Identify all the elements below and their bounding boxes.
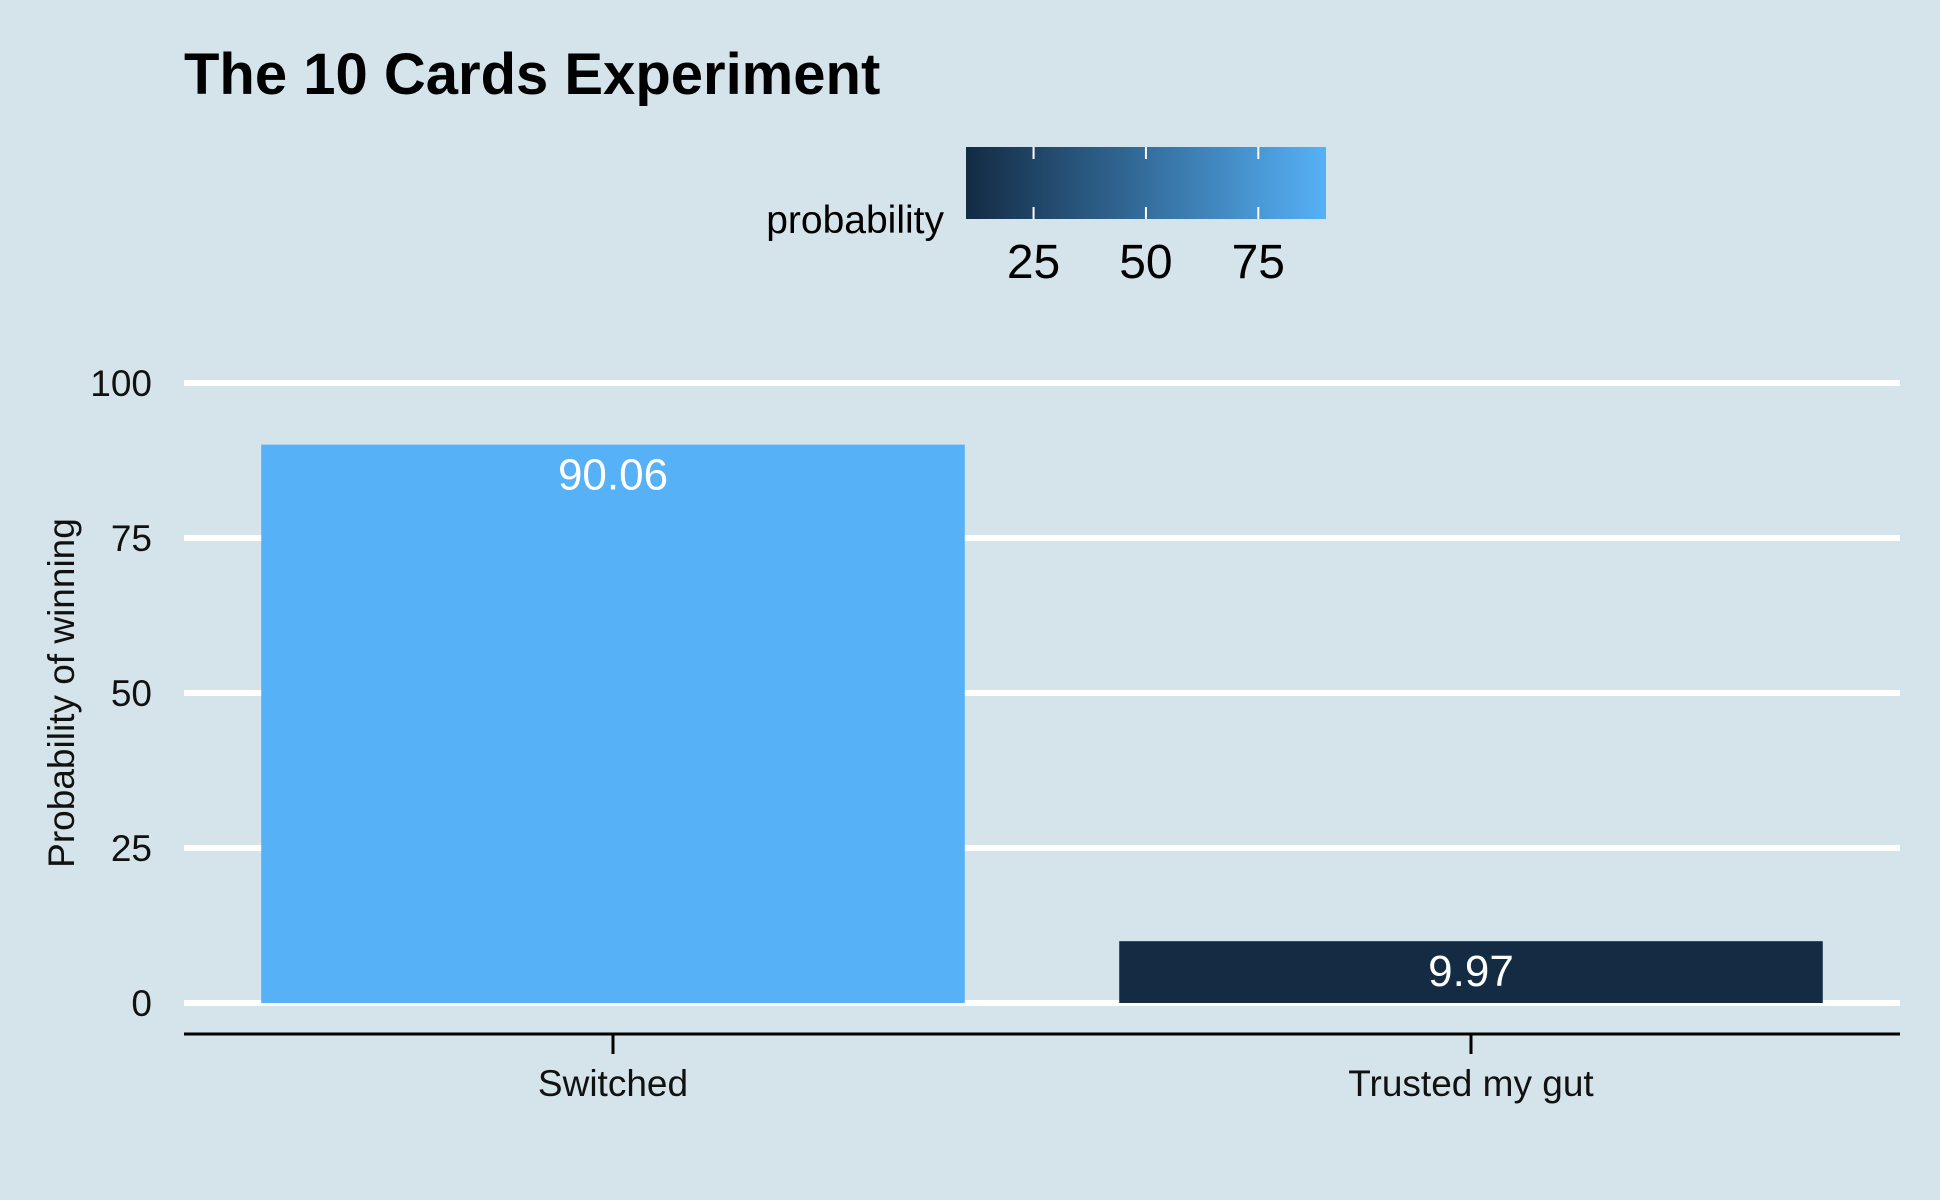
colorbar-tick-label: 75 [1232, 236, 1285, 289]
y-axis-label: Probability of winning [41, 518, 82, 868]
colorbar-tick-label: 25 [1007, 236, 1060, 289]
x-tick-label: Trusted my gut [1348, 1063, 1594, 1104]
chart-title: The 10 Cards Experiment [184, 42, 880, 107]
bar [261, 444, 965, 1003]
y-tick-label: 0 [131, 983, 152, 1024]
colorbar-legend: probability 25 50 75 [766, 147, 1326, 289]
y-tick-label: 100 [90, 363, 152, 404]
legend-title: probability [766, 199, 944, 242]
bar-data-label: 9.97 [1428, 947, 1514, 996]
x-tick-label: Switched [538, 1063, 688, 1104]
y-tick-label: 25 [111, 828, 152, 869]
bar [1119, 941, 1823, 1003]
colorbar-tick-label: 50 [1119, 236, 1172, 289]
bar-data-label: 90.06 [558, 451, 668, 500]
y-tick-label: 50 [111, 673, 152, 714]
y-tick-label: 75 [111, 518, 152, 559]
